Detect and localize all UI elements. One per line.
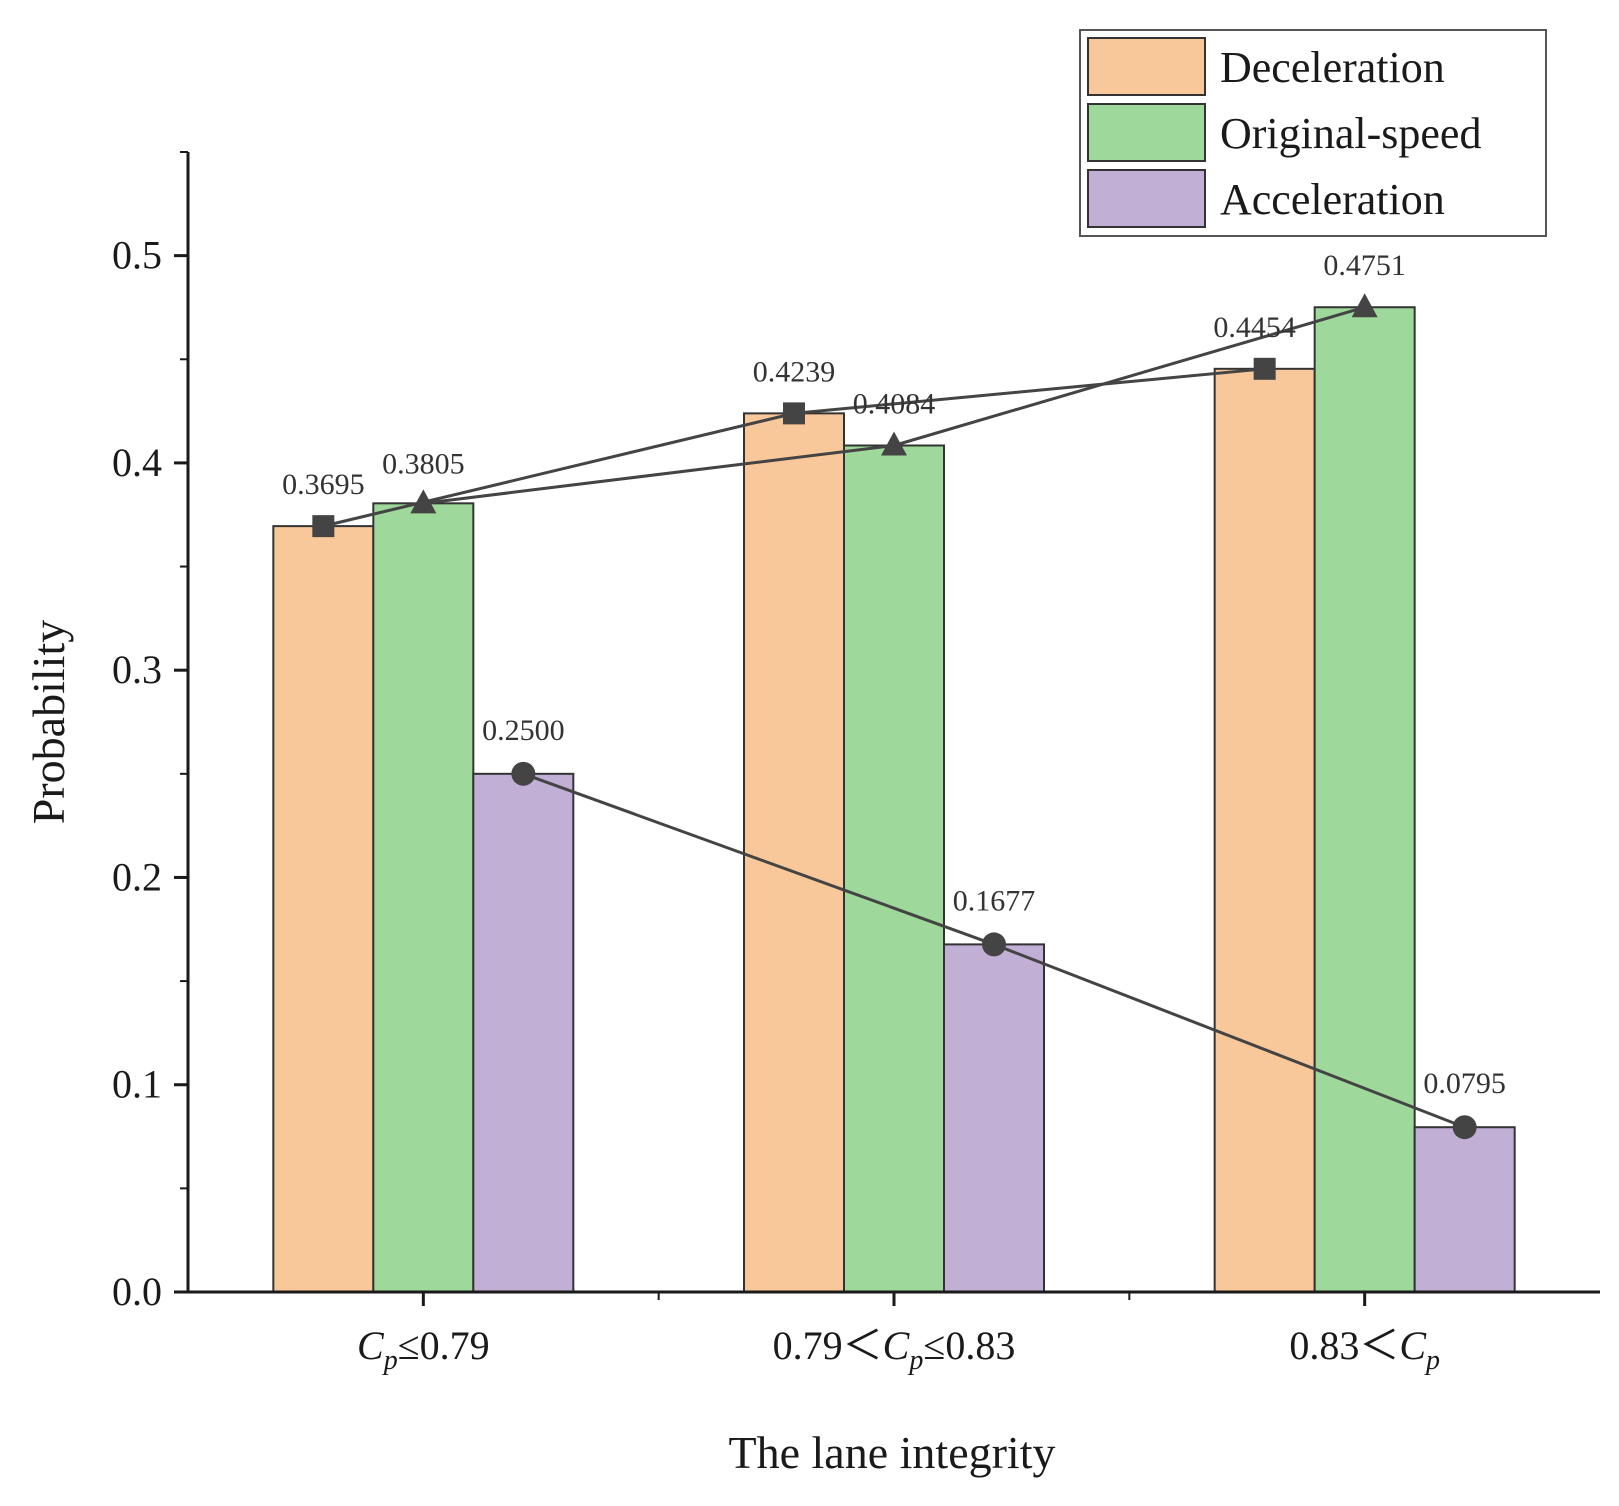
marker-original-speed-2 (881, 431, 907, 456)
bar-original-speed-1 (372, 502, 475, 1293)
bars-layer (272, 306, 1516, 1294)
data-label-acceleration-1: 0.2500 (482, 714, 565, 747)
marker-acceleration-2 (982, 932, 1006, 957)
legend-label-acceleration: Acceleration (1220, 175, 1445, 224)
x-tick-label-1: Cp≤0.79 (357, 1323, 490, 1376)
legend-label-original-speed: Original-speed (1220, 109, 1481, 158)
marker-original-speed-3 (1351, 293, 1378, 318)
markers-layer (312, 293, 1477, 1140)
y-tick-label-0: 0.0 (112, 1269, 162, 1314)
data-label-deceleration-2: 0.4239 (753, 355, 836, 388)
y-tick-label-4: 0.4 (112, 440, 162, 485)
legend-swatch-original-speed (1087, 103, 1206, 162)
y-tick-label-1: 0.1 (112, 1062, 162, 1107)
legend-swatch-acceleration (1087, 169, 1206, 228)
y-tick-label-5: 0.5 (112, 233, 162, 278)
y-tick-label-2: 0.2 (112, 854, 162, 899)
data-label-original-speed-2: 0.4084 (853, 387, 936, 420)
marker-original-speed-1 (410, 489, 437, 514)
bar-deceleration-1 (272, 525, 375, 1293)
data-label-deceleration-1: 0.3695 (282, 468, 365, 501)
marker-deceleration-3 (1253, 357, 1276, 380)
legend: Deceleration Original-speed Acceleration (1079, 29, 1547, 237)
axes-layer: 0.0 0.1 0.2 0.3 0.4 0.5 Cp≤0.79 0.79＜Cp≤0.83 0.8… (112, 151, 1600, 1376)
data-labels-layer: 0.3695 0.4239 0.4454 0.3805 0.4084 0.4751 0.25… (282, 249, 1506, 1100)
marker-acceleration-3 (1452, 1115, 1477, 1140)
bar-original-speed-2 (843, 444, 945, 1293)
y-axis-title: Probability (23, 620, 74, 824)
data-label-original-speed-1: 0.3805 (382, 447, 465, 480)
data-label-deceleration-3: 0.4454 (1213, 311, 1296, 344)
bar-deceleration-2 (743, 412, 845, 1293)
y-tick-label-3: 0.3 (112, 647, 162, 692)
marker-deceleration-1 (312, 515, 335, 538)
x-tick-label-3: 0.83＜Cp (1289, 1323, 1440, 1376)
marker-deceleration-2 (783, 402, 805, 425)
x-tick-label-2: 0.79＜Cp≤0.83 (773, 1323, 1016, 1376)
bar-acceleration-3 (1413, 1126, 1516, 1293)
bar-acceleration-2 (943, 943, 1045, 1293)
bar-original-speed-3 (1313, 306, 1416, 1294)
bar-acceleration-1 (472, 772, 575, 1293)
x-axis-title: The lane integrity (729, 1427, 1056, 1478)
data-label-acceleration-3: 0.0795 (1423, 1067, 1506, 1100)
legend-label-deceleration: Deceleration (1220, 43, 1445, 92)
legend-swatch-deceleration (1087, 37, 1206, 96)
marker-acceleration-1 (511, 761, 536, 786)
data-label-original-speed-3: 0.4751 (1323, 249, 1406, 282)
bar-deceleration-3 (1213, 367, 1316, 1294)
data-label-acceleration-2: 0.1677 (953, 884, 1036, 917)
